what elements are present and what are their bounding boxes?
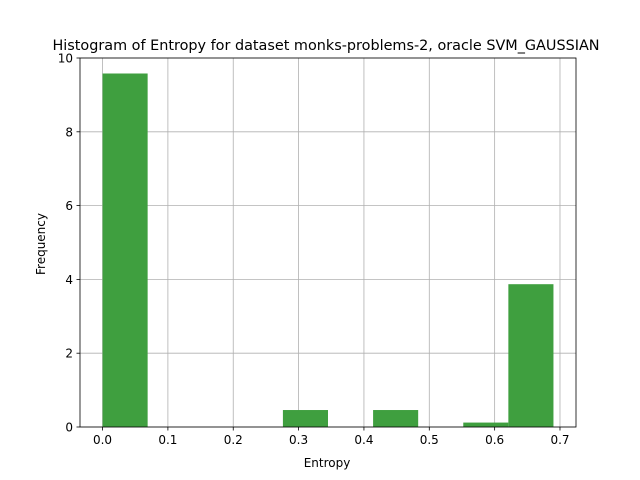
y-tick-label: 2 — [65, 347, 73, 361]
x-tick-label: 0.7 — [550, 433, 569, 447]
x-axis-label: Entropy — [304, 456, 351, 470]
y-tick-label: 4 — [65, 273, 73, 287]
x-tick-label: 0.2 — [224, 433, 243, 447]
y-tick-label: 8 — [65, 125, 73, 139]
histogram-bar — [102, 73, 148, 428]
x-tick-label: 0.4 — [354, 433, 373, 447]
x-tick-label: 0.3 — [289, 433, 308, 447]
chart-title: Histogram of Entropy for dataset monks-p… — [52, 38, 599, 54]
y-axis-label: Frequency — [34, 213, 48, 275]
histogram-bar — [373, 410, 419, 427]
y-tick-label: 6 — [65, 199, 73, 213]
x-tick-label: 0.6 — [485, 433, 504, 447]
y-tick-label: 0 — [65, 421, 73, 435]
axes-frame — [79, 57, 577, 428]
histogram-bar — [508, 284, 554, 427]
bars — [102, 73, 554, 428]
x-tick-label: 0.1 — [158, 433, 177, 447]
y-tick-label: 10 — [58, 52, 73, 66]
x-tick-label: 0.5 — [420, 433, 439, 447]
ticks: 0.0 0.1 0.2 0.3 0.4 0.5 0.6 0.7 0 2 4 6 8 10 — [58, 52, 570, 448]
x-tick-label: 0.0 — [93, 433, 112, 447]
histogram-bar — [282, 410, 328, 427]
histogram-bar — [463, 422, 509, 427]
